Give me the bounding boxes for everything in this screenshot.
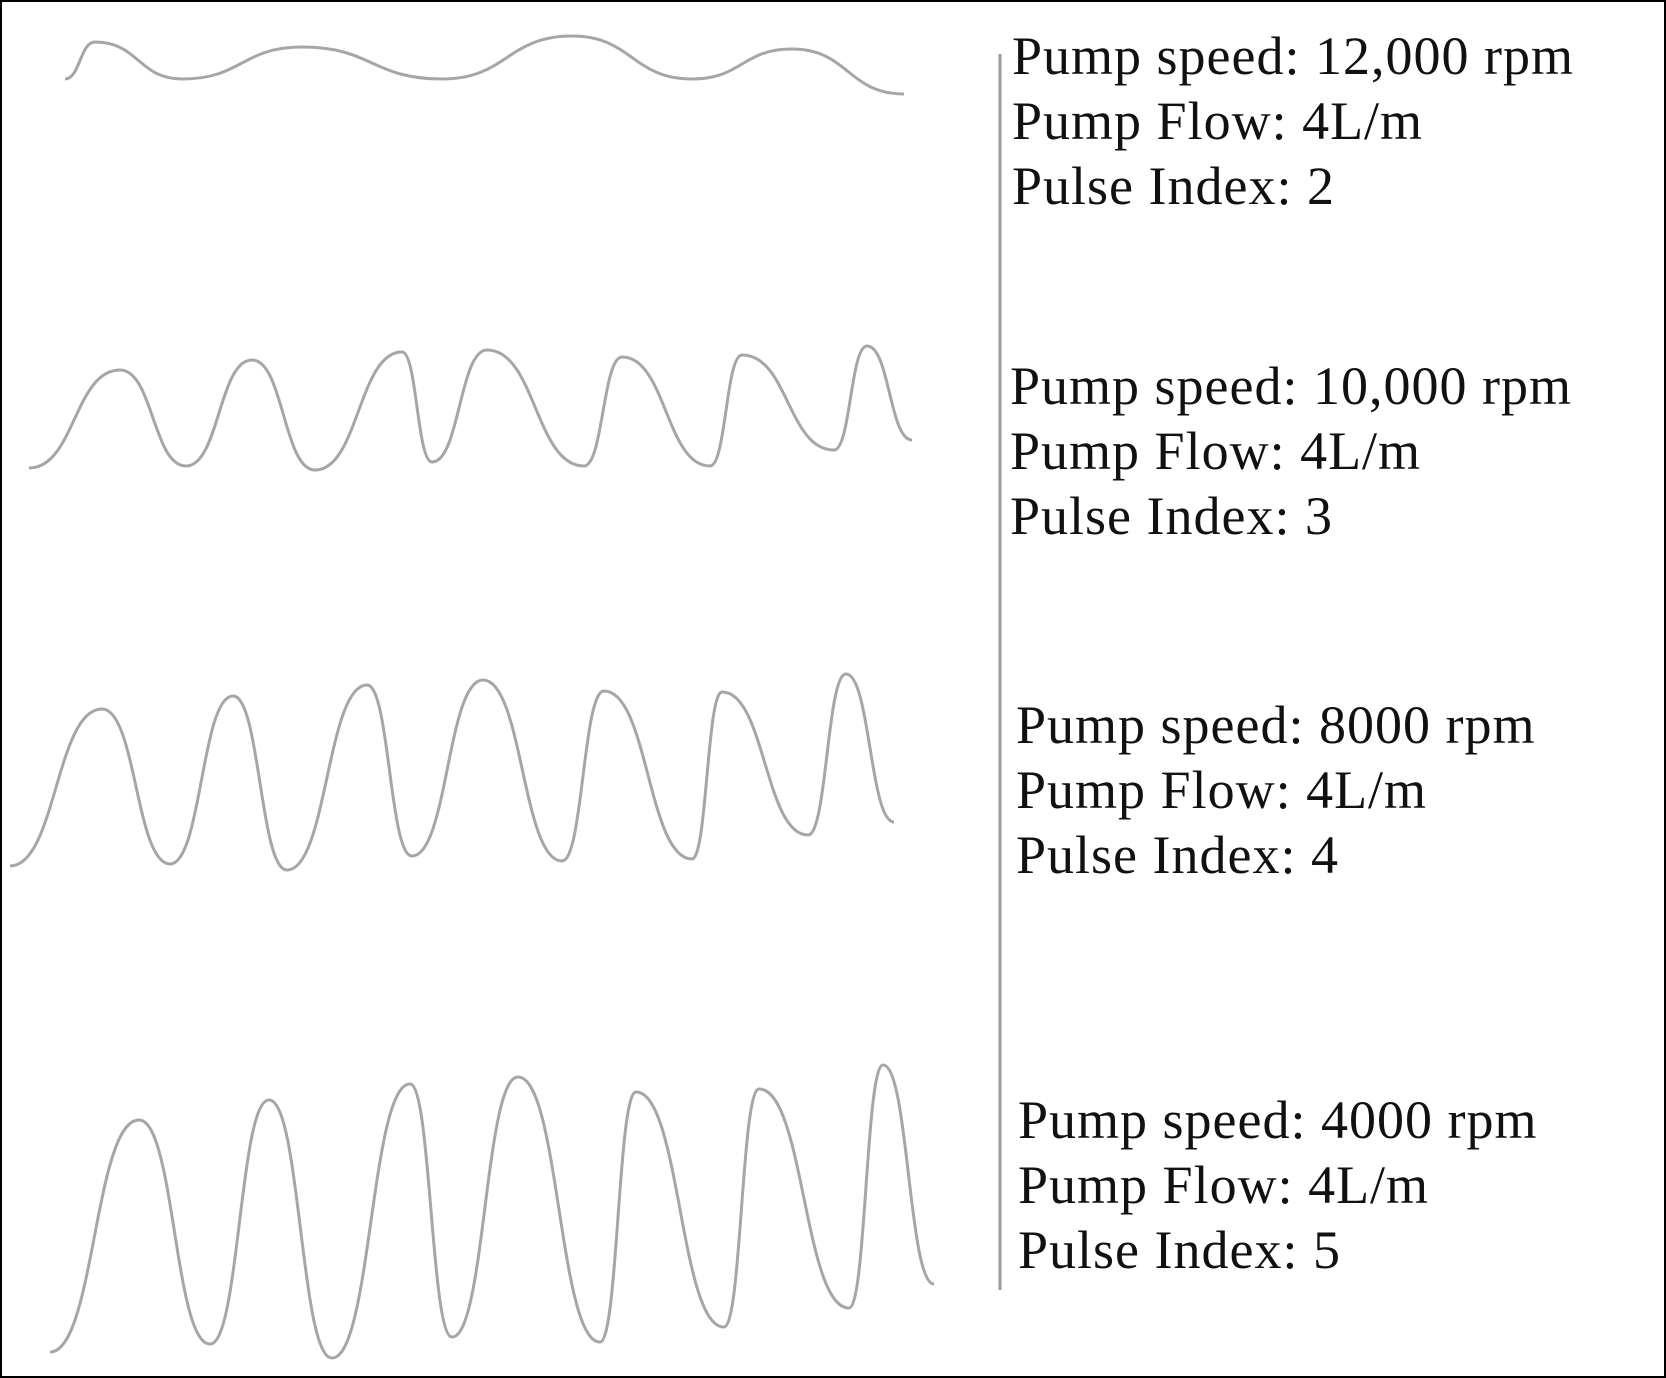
panel-label-4: Pump speed: 4000 rpm Pump Flow: 4L/m Pul…	[1018, 1088, 1537, 1283]
pulse-index-text: Pulse Index: 5	[1018, 1220, 1341, 1280]
pulse-waveform-3	[9, 672, 895, 872]
pump-speed-text: Pump speed: 4000 rpm	[1018, 1090, 1538, 1150]
pump-flow-text: Pump Flow: 4L/m	[1012, 91, 1424, 151]
pulse-index-text: Pulse Index: 2	[1012, 156, 1335, 216]
pump-flow-text: Pump Flow: 4L/m	[1018, 1155, 1430, 1215]
panel-label-1: Pump speed: 12,000 rpm Pump Flow: 4L/m P…	[1012, 24, 1574, 219]
pump-speed-text: Pump speed: 10,000 rpm	[1010, 356, 1572, 416]
pulse-waveform-2	[28, 344, 913, 472]
panel-label-2: Pump speed: 10,000 rpm Pump Flow: 4L/m P…	[1010, 354, 1572, 549]
pulse-waveform-1	[64, 34, 905, 96]
pump-speed-text: Pump speed: 8000 rpm	[1016, 695, 1536, 755]
pulse-waveform-4	[49, 1063, 935, 1360]
pump-flow-text: Pump Flow: 4L/m	[1010, 421, 1422, 481]
pulse-index-text: Pulse Index: 3	[1010, 486, 1333, 546]
pump-speed-text: Pump speed: 12,000 rpm	[1012, 26, 1574, 86]
pulse-index-text: Pulse Index: 4	[1016, 825, 1339, 885]
panel-label-3: Pump speed: 8000 rpm Pump Flow: 4L/m Pul…	[1016, 693, 1535, 888]
pump-flow-text: Pump Flow: 4L/m	[1016, 760, 1428, 820]
